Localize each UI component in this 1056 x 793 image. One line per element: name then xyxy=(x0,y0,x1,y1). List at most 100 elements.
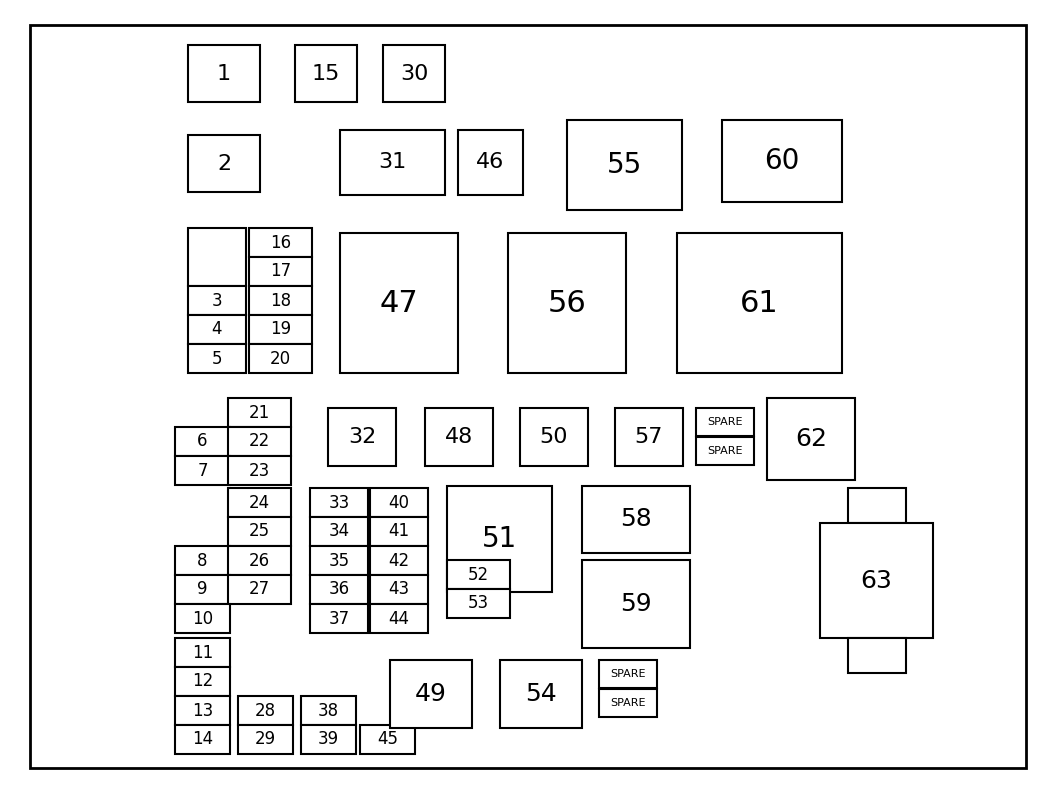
Text: 61: 61 xyxy=(740,289,779,317)
Text: 14: 14 xyxy=(192,730,213,749)
Bar xyxy=(615,408,683,466)
Text: 43: 43 xyxy=(389,580,410,599)
Bar xyxy=(520,408,588,466)
Bar xyxy=(175,604,230,633)
Text: 32: 32 xyxy=(347,427,376,447)
Text: 59: 59 xyxy=(620,592,652,616)
Text: SPARE: SPARE xyxy=(708,446,742,456)
Text: 24: 24 xyxy=(249,493,270,511)
Text: 10: 10 xyxy=(192,610,213,627)
Bar xyxy=(390,660,472,728)
Bar xyxy=(228,427,291,456)
Text: 55: 55 xyxy=(607,151,642,179)
Bar xyxy=(447,486,552,592)
Text: 18: 18 xyxy=(270,292,291,309)
Bar xyxy=(582,560,690,648)
Text: 51: 51 xyxy=(482,525,517,553)
Text: 63: 63 xyxy=(861,569,892,592)
Bar xyxy=(360,725,415,754)
Text: 2: 2 xyxy=(216,154,231,174)
Bar xyxy=(228,517,291,546)
Bar xyxy=(599,689,657,717)
Bar xyxy=(188,135,260,192)
Bar xyxy=(295,45,357,102)
Bar xyxy=(370,604,428,633)
Text: 29: 29 xyxy=(254,730,276,749)
Text: 12: 12 xyxy=(192,672,213,691)
Text: 25: 25 xyxy=(249,523,270,541)
Text: 38: 38 xyxy=(318,702,339,719)
Text: 47: 47 xyxy=(379,289,418,317)
Text: 11: 11 xyxy=(192,643,213,661)
Bar xyxy=(310,604,367,633)
Text: SPARE: SPARE xyxy=(610,669,646,679)
Bar xyxy=(175,696,230,725)
Text: 21: 21 xyxy=(249,404,270,422)
Text: 28: 28 xyxy=(254,702,276,719)
Text: 34: 34 xyxy=(328,523,350,541)
Text: 15: 15 xyxy=(312,63,340,83)
Bar xyxy=(301,725,356,754)
Bar xyxy=(188,315,246,344)
Bar xyxy=(228,546,291,575)
Bar xyxy=(370,546,428,575)
Bar xyxy=(508,233,626,373)
Bar xyxy=(370,517,428,546)
Text: 46: 46 xyxy=(476,152,505,173)
Text: 22: 22 xyxy=(249,432,270,450)
Text: 44: 44 xyxy=(389,610,410,627)
Text: 40: 40 xyxy=(389,493,410,511)
Text: 30: 30 xyxy=(400,63,428,83)
Text: 62: 62 xyxy=(795,427,827,451)
Bar xyxy=(340,233,458,373)
Text: 41: 41 xyxy=(389,523,410,541)
Bar xyxy=(848,638,906,673)
Text: 39: 39 xyxy=(318,730,339,749)
Bar xyxy=(228,488,291,517)
Bar xyxy=(249,344,312,373)
Text: SPARE: SPARE xyxy=(708,417,742,427)
Bar xyxy=(249,286,312,315)
Bar xyxy=(696,408,754,436)
Text: 37: 37 xyxy=(328,610,350,627)
Bar xyxy=(238,696,293,725)
Bar xyxy=(228,398,291,427)
Bar xyxy=(310,488,367,517)
Text: 52: 52 xyxy=(468,565,489,584)
Bar xyxy=(188,286,246,315)
Bar xyxy=(447,589,510,618)
Text: 6: 6 xyxy=(197,432,208,450)
Text: 5: 5 xyxy=(212,350,222,367)
Text: SPARE: SPARE xyxy=(610,698,646,708)
Bar xyxy=(188,228,246,286)
Bar xyxy=(175,575,230,604)
Text: 13: 13 xyxy=(192,702,213,719)
Bar xyxy=(249,315,312,344)
Bar xyxy=(175,667,230,696)
Text: 16: 16 xyxy=(270,233,291,251)
Text: 20: 20 xyxy=(270,350,291,367)
Bar xyxy=(301,696,356,725)
Text: 27: 27 xyxy=(249,580,270,599)
Bar xyxy=(188,45,260,102)
Bar xyxy=(848,488,906,523)
Bar xyxy=(499,660,582,728)
Bar xyxy=(175,638,230,667)
Bar xyxy=(340,130,445,195)
Bar xyxy=(238,725,293,754)
Text: 36: 36 xyxy=(328,580,350,599)
Text: 1: 1 xyxy=(216,63,231,83)
Text: 35: 35 xyxy=(328,551,350,569)
Bar xyxy=(582,486,690,553)
Text: 26: 26 xyxy=(249,551,270,569)
Bar xyxy=(249,257,312,286)
Bar xyxy=(310,546,367,575)
Bar xyxy=(175,546,230,575)
Bar xyxy=(722,120,842,202)
Bar xyxy=(447,560,510,589)
Bar xyxy=(821,523,934,638)
Bar xyxy=(310,517,367,546)
Bar xyxy=(370,575,428,604)
Bar xyxy=(175,456,230,485)
Text: 42: 42 xyxy=(389,551,410,569)
